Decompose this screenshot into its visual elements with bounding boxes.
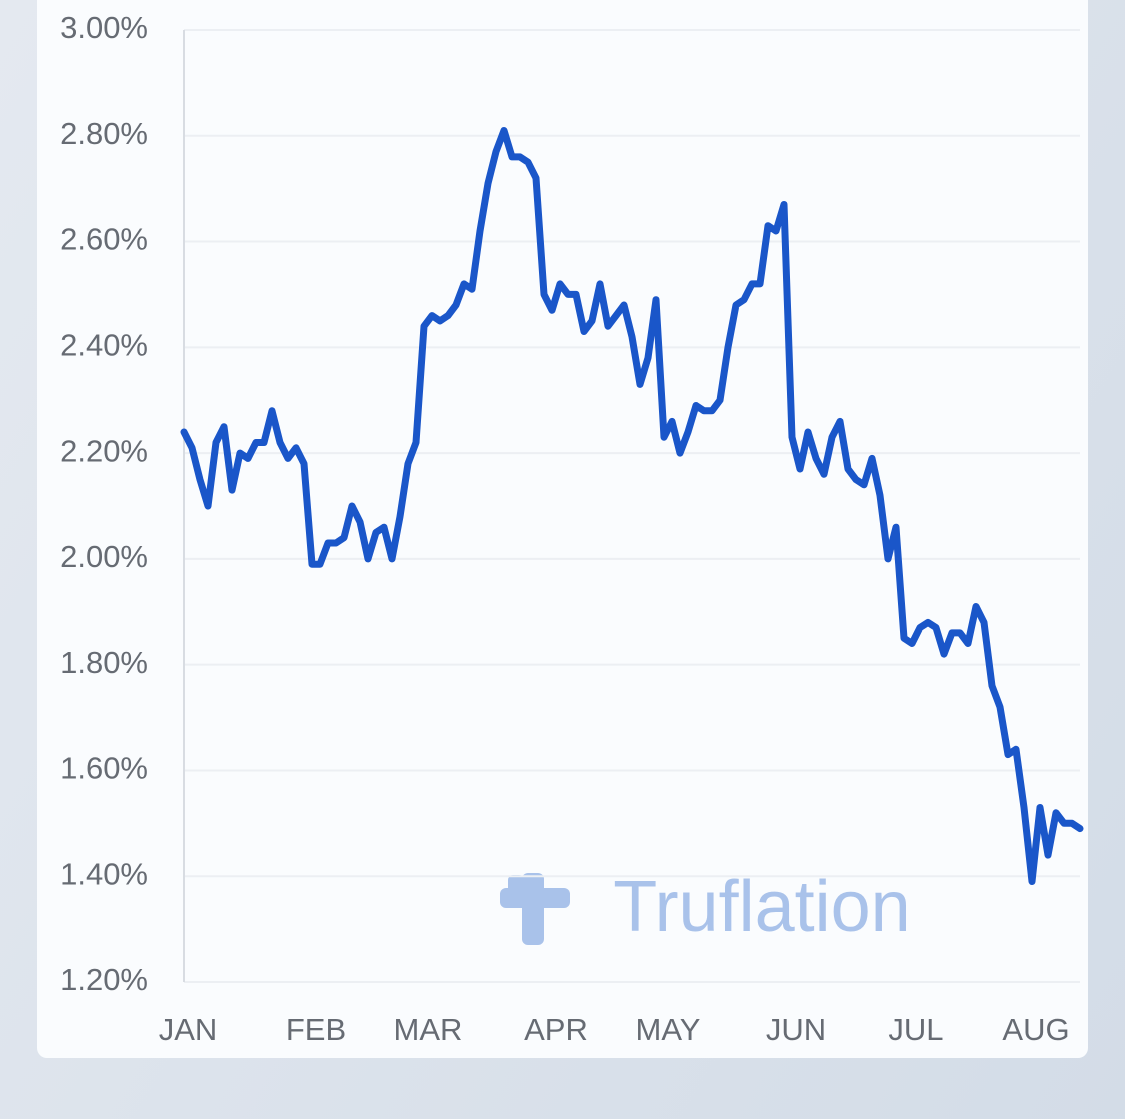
y-tick-label: 3.00%: [60, 10, 148, 45]
x-tick-label: JAN: [159, 1012, 218, 1047]
y-tick-label: 1.20%: [60, 962, 148, 997]
data-line: [180, 127, 1084, 885]
y-tick-label: 1.80%: [60, 645, 148, 680]
card: [37, 0, 1088, 1058]
x-tick-label: JUL: [888, 1012, 943, 1047]
y-tick-label: 1.60%: [60, 751, 148, 786]
x-tick-label: AUG: [1002, 1012, 1069, 1047]
watermark: Truflation: [613, 867, 910, 947]
y-tick-label: 2.20%: [60, 433, 148, 468]
x-tick-label: MAR: [394, 1012, 463, 1047]
x-tick-label: APR: [524, 1012, 588, 1047]
y-tick-label: 1.40%: [60, 856, 148, 891]
y-tick-label: 2.80%: [60, 116, 148, 151]
y-tick-label: 2.40%: [60, 328, 148, 363]
x-tick-label: MAY: [636, 1012, 701, 1047]
logo-icon: [500, 873, 570, 945]
y-tick-label: 2.00%: [60, 539, 148, 574]
x-tick-label: JUN: [766, 1012, 826, 1047]
x-tick-label: FEB: [286, 1012, 346, 1047]
y-tick-label: 2.60%: [60, 222, 148, 257]
